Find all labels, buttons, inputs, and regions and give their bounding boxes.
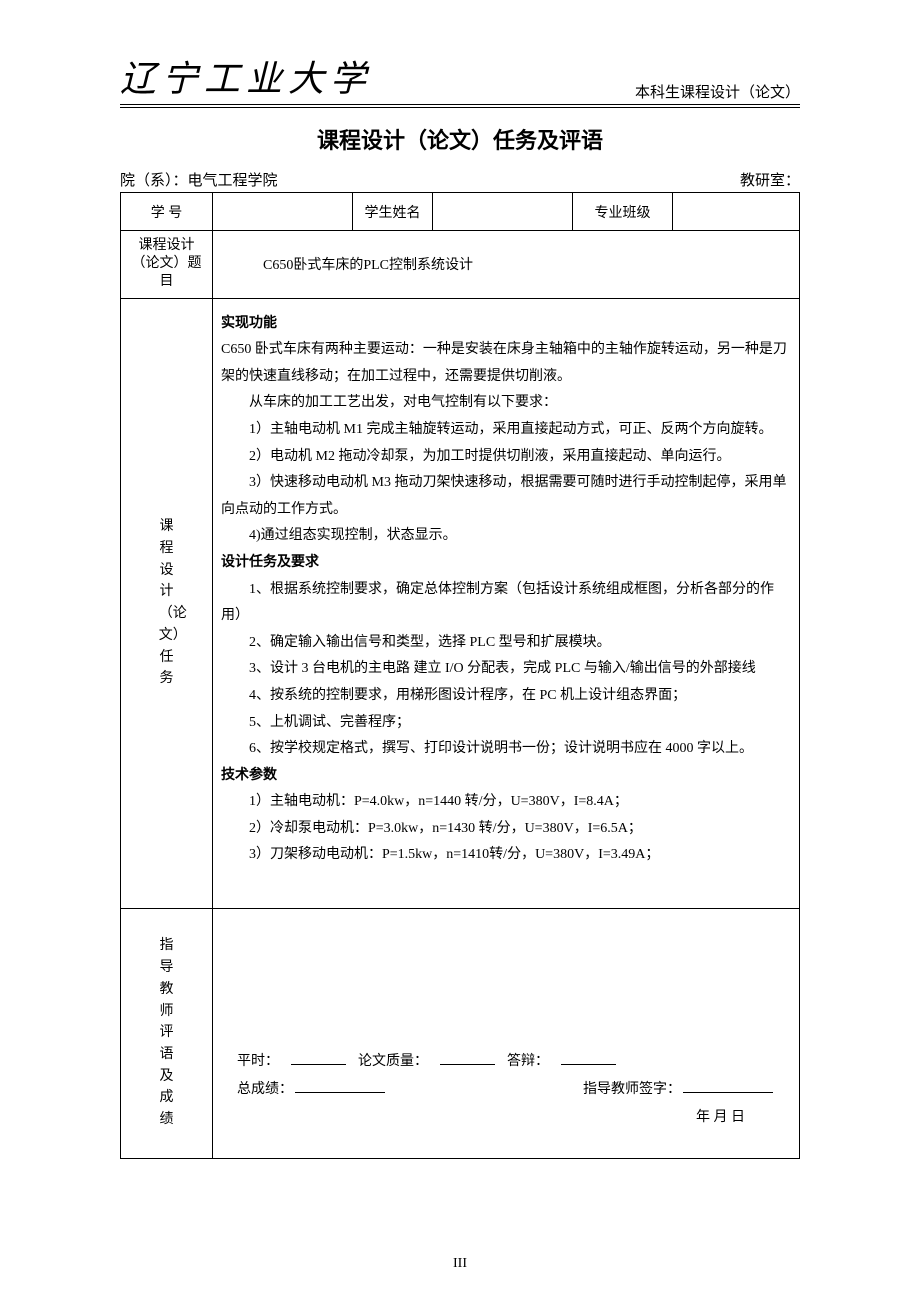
s2-l3: 3、设计 3 台电机的主电路 建立 I/O 分配表，完成 PLC 与输入/输出信… <box>221 656 791 683</box>
s1-p1: C650 卧式车床有两种主要运动：一种是安装在床身主轴箱中的主轴作旋转运动，另一… <box>221 337 791 390</box>
s3-l3: 3）刀架移动电动机：P=1.5kw，n=1410转/分，U=380V，I=3.4… <box>221 842 791 869</box>
student-name-value <box>433 193 573 231</box>
dept-label: 院（系）： <box>120 173 188 189</box>
grade-total-blank <box>295 1079 385 1093</box>
meta-row: 院（系）：电气工程学院 教研室： <box>120 169 800 190</box>
s2-l2: 2、确定输入输出信号和类型，选择 PLC 型号和扩展模块。 <box>221 630 791 657</box>
grade-defense-label: 答辩： <box>507 1048 549 1076</box>
student-class-label: 专业班级 <box>573 193 673 231</box>
s1-p2: 从车床的加工工艺出发，对电气控制有以下要求： <box>221 390 791 417</box>
page-number: III <box>0 1256 920 1272</box>
topic-row: 课程设计（论文）题目 C650卧式车床的PLC控制系统设计 <box>121 231 800 299</box>
grade-date: 年 月 日 <box>237 1104 775 1132</box>
s1-l4: 4)通过组态实现控制，状态显示。 <box>221 523 791 550</box>
task-body-cell: 实现功能 C650 卧式车床有两种主要运动：一种是安装在床身主轴箱中的主轴作旋转… <box>213 298 800 908</box>
topic-value: C650卧式车床的PLC控制系统设计 <box>213 231 800 299</box>
s1-l3: 3）快速移动电动机 M3 拖动刀架快速移动，根据需要可随时进行手动控制起停，采用… <box>221 470 791 523</box>
grade-sign-blank <box>683 1079 773 1093</box>
grade-defense-blank <box>561 1051 616 1065</box>
s2-l4: 4、按系统的控制要求，用梯形图设计程序，在 PC 机上设计组态界面； <box>221 683 791 710</box>
grade-body-cell: 平时： 论文质量： 答辩： 总成绩： 指导教师签字： 年 月 日 <box>213 908 800 1158</box>
task-body: 实现功能 C650 卧式车床有两种主要运动：一种是安装在床身主轴箱中的主轴作旋转… <box>217 305 795 875</box>
task-label-cell: 课程设计（论文）任务 <box>121 298 213 908</box>
grade-sign: 指导教师签字： <box>583 1076 775 1104</box>
grade-body: 平时： 论文质量： 答辩： 总成绩： 指导教师签字： 年 月 日 <box>217 1042 795 1138</box>
grade-label-cell: 指导教师评语及成绩 <box>121 908 213 1158</box>
s3-l1: 1）主轴电动机：P=4.0kw，n=1440 转/分，U=380V，I=8.4A… <box>221 789 791 816</box>
grade-quality-label: 论文质量： <box>358 1048 428 1076</box>
grade-line2: 总成绩： 指导教师签字： <box>237 1076 775 1104</box>
task-label: 课程设计（论文）任务 <box>159 516 174 690</box>
dept-value: 电气工程学院 <box>188 173 278 189</box>
student-row: 学 号 学生姓名 专业班级 <box>121 193 800 231</box>
student-class-value <box>673 193 800 231</box>
s2-l5: 5、上机调试、完善程序； <box>221 710 791 737</box>
university-name: 辽宁工业大学 <box>120 50 372 102</box>
student-id-label: 学 号 <box>121 193 213 231</box>
s3-title: 技术参数 <box>221 763 791 790</box>
grade-normal-label: 平时： <box>237 1048 279 1076</box>
grade-total: 总成绩： <box>237 1076 387 1104</box>
dept-field: 院（系）：电气工程学院 <box>120 169 278 190</box>
header: 辽宁工业大学 本科生课程设计（论文） <box>120 50 800 108</box>
s1-l2: 2）电动机 M2 拖动冷却泵，为加工时提供切削液，采用直接起动、单向运行。 <box>221 444 791 471</box>
s2-title: 设计任务及要求 <box>221 550 791 577</box>
topic-label: 课程设计（论文）题目 <box>121 231 213 299</box>
lab-label: 教研室： <box>740 173 800 189</box>
s2-l6: 6、按学校规定格式，撰写、打印设计说明书一份；设计说明书应在 4000 字以上。 <box>221 736 791 763</box>
s3-l2: 2）冷却泵电动机：P=3.0kw，n=1430 转/分，U=380V，I=6.5… <box>221 816 791 843</box>
doc-type: 本科生课程设计（论文） <box>635 81 800 102</box>
grade-label: 指导教师评语及成绩 <box>159 935 174 1130</box>
grade-line1: 平时： 论文质量： 答辩： <box>237 1048 775 1076</box>
grade-quality-blank <box>440 1051 495 1065</box>
student-name-label: 学生姓名 <box>353 193 433 231</box>
student-id-value <box>213 193 353 231</box>
s1-title: 实现功能 <box>221 311 791 338</box>
main-table: 学 号 学生姓名 专业班级 课程设计（论文）题目 C650卧式车床的PLC控制系… <box>120 192 800 1159</box>
task-row: 课程设计（论文）任务 实现功能 C650 卧式车床有两种主要运动：一种是安装在床… <box>121 298 800 908</box>
grade-row: 指导教师评语及成绩 平时： 论文质量： 答辩： 总成绩： 指导教师签字： 年 月… <box>121 908 800 1158</box>
s1-l1: 1）主轴电动机 M1 完成主轴旋转运动，采用直接起动方式，可正、反两个方向旋转。 <box>221 417 791 444</box>
page-title: 课程设计（论文）任务及评语 <box>120 123 800 155</box>
lab-field: 教研室： <box>740 169 800 190</box>
grade-normal-blank <box>291 1051 346 1065</box>
s2-l1: 1、根据系统控制要求，确定总体控制方案（包括设计系统组成框图，分析各部分的作用） <box>221 577 791 630</box>
